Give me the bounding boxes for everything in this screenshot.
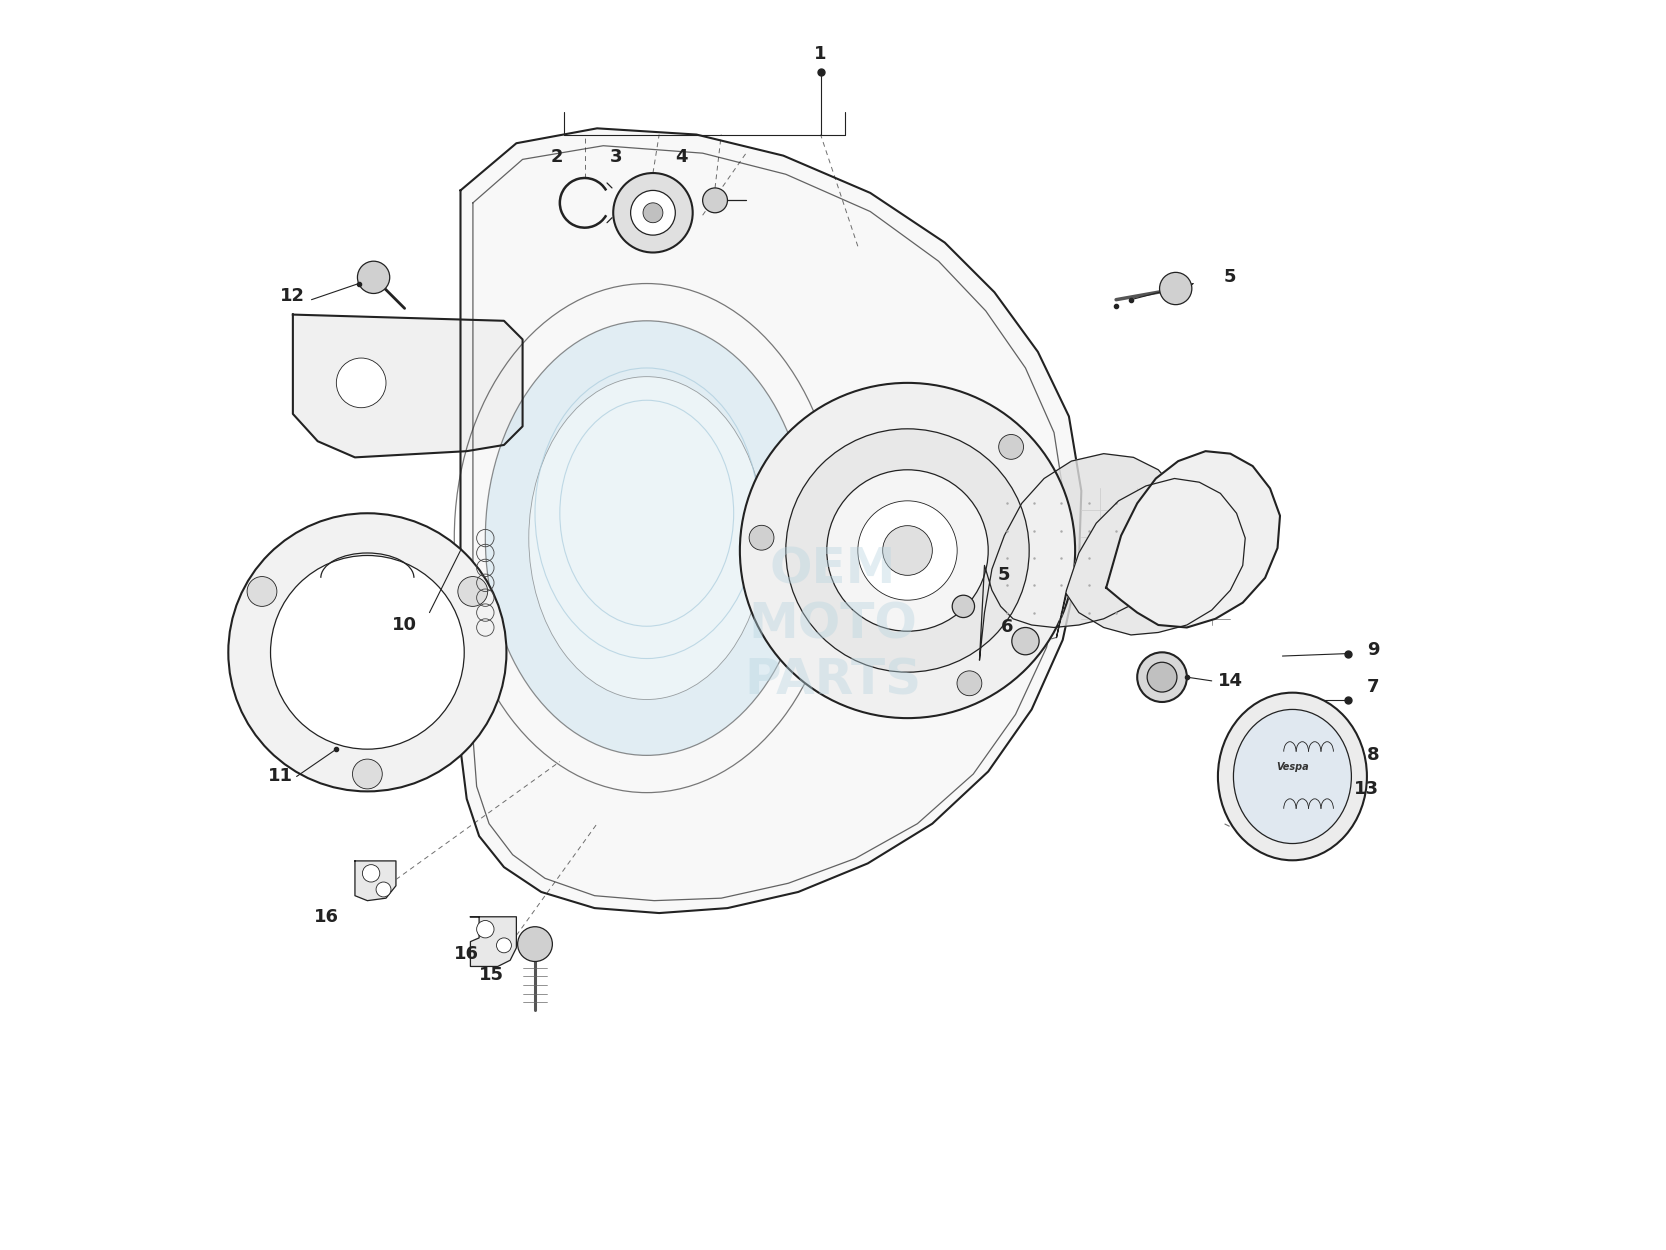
Circle shape — [953, 595, 975, 618]
Text: 12: 12 — [280, 288, 305, 305]
Circle shape — [703, 188, 728, 213]
Text: 14: 14 — [1218, 671, 1243, 690]
Polygon shape — [1106, 451, 1279, 628]
Circle shape — [496, 938, 511, 952]
Text: 8: 8 — [1366, 746, 1379, 764]
Text: 5: 5 — [998, 566, 1011, 584]
Text: 5: 5 — [1225, 269, 1236, 286]
Circle shape — [358, 261, 390, 294]
Ellipse shape — [528, 376, 765, 700]
Circle shape — [353, 759, 382, 789]
Text: Vespa: Vespa — [1276, 761, 1309, 771]
Text: 7: 7 — [1366, 678, 1379, 696]
Text: 15: 15 — [480, 966, 505, 984]
Circle shape — [228, 514, 506, 791]
Circle shape — [363, 865, 380, 882]
Text: 11: 11 — [268, 768, 293, 785]
Circle shape — [337, 357, 387, 408]
Circle shape — [377, 882, 392, 898]
Polygon shape — [1056, 479, 1245, 638]
Circle shape — [476, 920, 495, 938]
Text: 2: 2 — [551, 148, 563, 166]
Circle shape — [631, 190, 675, 235]
Circle shape — [1138, 652, 1186, 702]
Text: 10: 10 — [392, 616, 416, 634]
Circle shape — [1160, 272, 1191, 305]
Text: 4: 4 — [675, 148, 688, 166]
Ellipse shape — [1218, 693, 1366, 860]
Circle shape — [826, 470, 988, 631]
Circle shape — [786, 429, 1030, 672]
Circle shape — [1011, 628, 1040, 655]
Text: OEM
MOTO
PARTS: OEM MOTO PARTS — [745, 545, 921, 705]
Circle shape — [883, 526, 933, 575]
Text: 6: 6 — [1001, 619, 1013, 636]
Circle shape — [740, 382, 1075, 718]
Circle shape — [613, 173, 693, 253]
Circle shape — [518, 926, 553, 961]
Polygon shape — [980, 454, 1183, 660]
Text: 16: 16 — [313, 908, 338, 926]
Text: 13: 13 — [1354, 780, 1379, 798]
Circle shape — [643, 202, 663, 222]
Polygon shape — [458, 129, 1081, 912]
Circle shape — [998, 435, 1023, 459]
Ellipse shape — [1233, 710, 1351, 844]
Polygon shape — [355, 861, 397, 901]
Circle shape — [270, 555, 465, 749]
Text: 3: 3 — [610, 148, 621, 166]
Circle shape — [458, 576, 488, 606]
Circle shape — [750, 525, 775, 550]
Ellipse shape — [485, 321, 808, 755]
Text: 1: 1 — [815, 45, 826, 63]
Circle shape — [247, 576, 277, 606]
Text: 16: 16 — [455, 945, 480, 962]
Polygon shape — [293, 315, 523, 458]
Circle shape — [1148, 662, 1176, 692]
Circle shape — [956, 671, 981, 696]
Text: 9: 9 — [1366, 641, 1379, 659]
Circle shape — [858, 501, 958, 600]
Polygon shape — [470, 916, 516, 966]
